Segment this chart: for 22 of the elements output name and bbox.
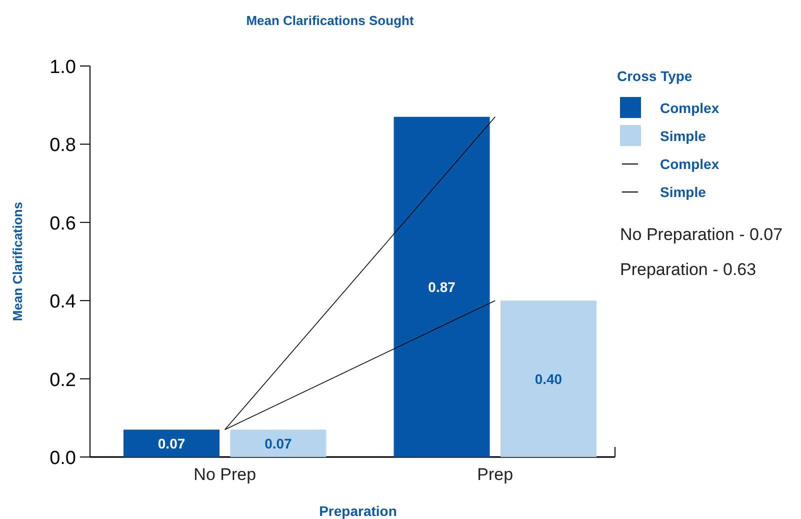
legend-label: Complex [660, 100, 720, 116]
data-label: 0.07 [158, 435, 186, 452]
legend-label: Complex [660, 156, 720, 172]
text: No Preparation - 0.07 [620, 225, 783, 244]
y-tick-label: 0.8 [50, 135, 76, 156]
text: Preparation - 0.63 [620, 260, 756, 279]
data-label: 0.07 [264, 435, 292, 452]
data-label: 0.40 [534, 370, 562, 387]
y-tick-label: 0.2 [50, 370, 76, 391]
chart-title: Mean Clarifications Sought [246, 13, 414, 28]
x-tick-label: Prep [477, 465, 514, 484]
y-axis-title: Mean Clarifications [10, 202, 25, 322]
x-axis-title: Preparation [319, 503, 397, 519]
y-tick-label: 0.0 [50, 448, 76, 469]
data-label: 0.87 [428, 278, 456, 295]
legend-title: Cross Type [617, 68, 692, 84]
x-tick-label: No Prep [194, 465, 256, 484]
y-tick-label: 0.6 [50, 213, 76, 234]
legend-label: Simple [660, 184, 706, 200]
y-tick-label: 1.0 [50, 57, 76, 78]
legend-label: Simple [660, 128, 706, 144]
y-tick-label: 0.4 [50, 292, 76, 313]
